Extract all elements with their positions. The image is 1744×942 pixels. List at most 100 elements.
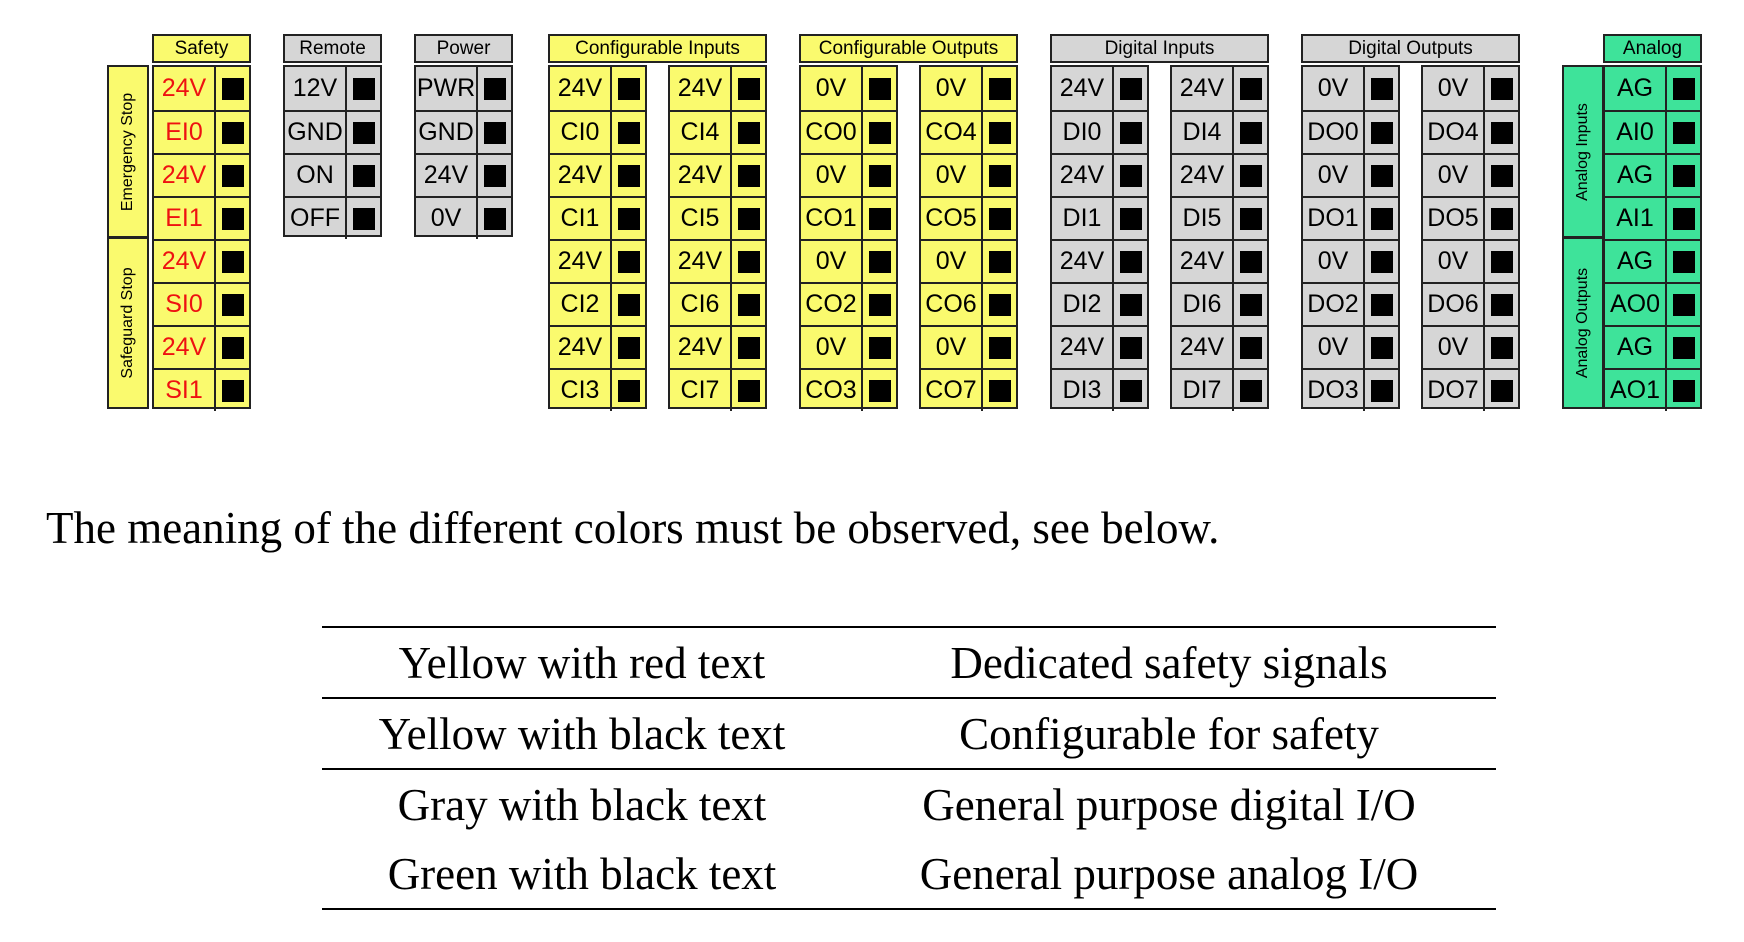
terminal-row: DO7 xyxy=(1423,368,1518,411)
terminal-square-icon xyxy=(483,207,506,230)
terminal-row: 24V xyxy=(670,153,765,196)
terminal-row: DI5 xyxy=(1172,196,1267,239)
terminal-screw xyxy=(612,284,645,325)
terminal-label: 0V xyxy=(1303,327,1365,368)
terminal-row: AO1 xyxy=(1605,368,1700,411)
terminal-row: 24V xyxy=(1172,153,1267,196)
io-terminal-diagram: Safety 24V EI0 24V EI1 24V SI0 24V SI1 Emergency … xyxy=(0,0,1744,420)
terminal-row: DO4 xyxy=(1423,110,1518,153)
terminal-square-icon xyxy=(221,121,244,144)
terminal-square-icon xyxy=(1239,250,1262,273)
terminal-row: AO0 xyxy=(1605,282,1700,325)
terminal-label: CI3 xyxy=(550,370,612,411)
terminal-row: 0V xyxy=(921,153,1016,196)
terminal-screw xyxy=(983,327,1016,368)
terminal-row: CI6 xyxy=(670,282,765,325)
terminal-label: EI1 xyxy=(154,198,216,239)
terminal-screw xyxy=(478,67,511,110)
terminal-screw xyxy=(216,327,249,368)
terminal-label: EI0 xyxy=(154,112,216,153)
terminal-square-icon xyxy=(352,207,375,230)
terminal-row: 0V xyxy=(1303,325,1398,368)
configurable-outputs-terminal-block: 0V CO0 0V CO1 0V CO2 0V CO3 xyxy=(799,65,898,411)
terminal-label: CO4 xyxy=(921,112,983,153)
terminal-screw xyxy=(1365,198,1398,239)
side-label-emergency-stop: Emergency Stop xyxy=(107,65,149,238)
power-terminal-block: PWR GND 24V 0V xyxy=(414,65,513,239)
terminal-row: DO6 xyxy=(1423,282,1518,325)
terminal-label: 0V xyxy=(801,241,863,282)
terminal-square-icon xyxy=(868,336,891,359)
terminal-square-icon xyxy=(1672,379,1695,402)
terminal-square-icon xyxy=(868,207,891,230)
terminal-label: 24V xyxy=(1052,155,1114,196)
terminal-row: DO3 xyxy=(1303,368,1398,411)
terminal-screw xyxy=(216,112,249,153)
terminal-square-icon xyxy=(221,379,244,402)
terminal-square-icon xyxy=(221,250,244,273)
terminal-screw xyxy=(1114,112,1147,153)
terminal-square-icon xyxy=(221,164,244,187)
terminal-screw xyxy=(612,327,645,368)
terminal-square-icon xyxy=(1490,250,1513,273)
terminal-square-icon xyxy=(1490,336,1513,359)
terminal-square-icon xyxy=(1239,207,1262,230)
terminal-screw xyxy=(216,284,249,325)
remote-terminal-block: 12V GND ON OFF xyxy=(283,65,382,239)
terminal-screw xyxy=(1485,284,1518,325)
terminal-label: 24V xyxy=(550,327,612,368)
terminal-screw xyxy=(863,155,896,196)
terminal-row: 24V xyxy=(670,239,765,282)
terminal-row: 24V xyxy=(670,67,765,110)
terminal-square-icon xyxy=(988,164,1011,187)
terminal-screw xyxy=(732,112,765,153)
terminal-row: OFF xyxy=(285,196,380,239)
terminal-row: DO5 xyxy=(1423,196,1518,239)
terminal-row: 24V xyxy=(670,325,765,368)
terminal-screw xyxy=(1365,241,1398,282)
terminal-square-icon xyxy=(617,207,640,230)
terminal-row: 0V xyxy=(801,67,896,110)
terminal-square-icon xyxy=(483,77,506,100)
terminal-square-icon xyxy=(1672,77,1695,100)
terminal-square-icon xyxy=(868,121,891,144)
remote-header: Remote xyxy=(283,34,382,63)
terminal-screw xyxy=(732,155,765,196)
terminal-label: AO0 xyxy=(1605,284,1667,325)
terminal-label: 24V xyxy=(154,327,216,368)
terminal-square-icon xyxy=(737,164,760,187)
terminal-row: 0V xyxy=(416,196,511,239)
terminal-label: 0V xyxy=(801,327,863,368)
terminal-square-icon xyxy=(988,379,1011,402)
terminal-row: 24V xyxy=(154,325,249,368)
terminal-row: 24V xyxy=(1172,239,1267,282)
terminal-screw xyxy=(1667,112,1700,153)
terminal-screw xyxy=(1667,67,1700,110)
terminal-label: CI1 xyxy=(550,198,612,239)
terminal-label: 0V xyxy=(921,155,983,196)
terminal-screw xyxy=(1667,241,1700,282)
terminal-label: CI7 xyxy=(670,370,732,411)
terminal-square-icon xyxy=(868,379,891,402)
terminal-square-icon xyxy=(988,207,1011,230)
terminal-label: 24V xyxy=(1172,67,1234,110)
terminal-screw xyxy=(1234,155,1267,196)
terminal-screw xyxy=(863,198,896,239)
terminal-screw xyxy=(216,67,249,110)
terminal-row: 24V xyxy=(1052,153,1147,196)
terminal-label: 24V xyxy=(550,241,612,282)
terminal-square-icon xyxy=(1672,164,1695,187)
terminal-label: 24V xyxy=(670,241,732,282)
terminal-row: 24V xyxy=(416,153,511,196)
terminal-label: DO5 xyxy=(1423,198,1485,239)
terminal-row: 0V xyxy=(801,325,896,368)
terminal-square-icon xyxy=(221,77,244,100)
terminal-square-icon xyxy=(988,77,1011,100)
terminal-square-icon xyxy=(737,77,760,100)
terminal-square-icon xyxy=(1370,121,1393,144)
terminal-screw xyxy=(1234,370,1267,411)
terminal-square-icon xyxy=(1370,293,1393,316)
terminal-square-icon xyxy=(1119,121,1142,144)
terminal-screw xyxy=(1114,67,1147,110)
terminal-square-icon xyxy=(1370,379,1393,402)
